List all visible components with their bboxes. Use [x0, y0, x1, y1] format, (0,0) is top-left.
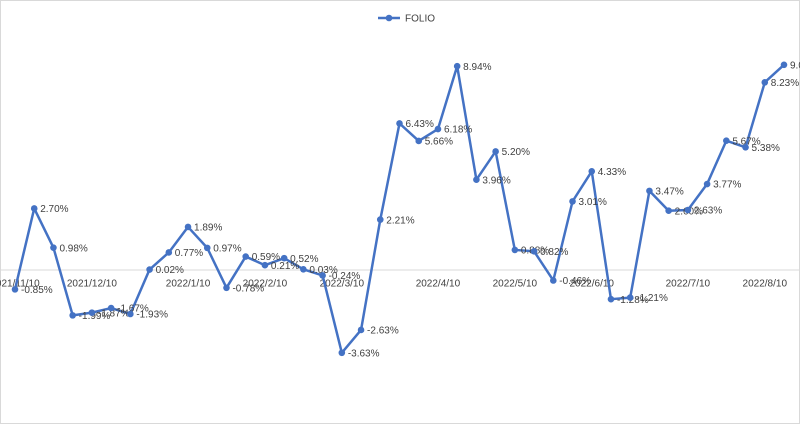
data-point: [11, 286, 19, 293]
data-label: 3.96%: [482, 175, 510, 186]
data-label: 0.97%: [213, 244, 241, 255]
data-point: [492, 148, 499, 155]
data-label: 2.21%: [386, 215, 414, 226]
data-point: [30, 205, 38, 212]
data-point: [511, 246, 519, 254]
x-tick-label: 2022/7/10: [666, 279, 711, 290]
data-label: 3.01%: [579, 197, 607, 208]
x-tick-label: 2021/11/10: [0, 279, 40, 290]
data-label: 0.03%: [309, 265, 337, 276]
data-point: [127, 310, 134, 318]
data-point: [473, 176, 480, 184]
data-label: 0.02%: [156, 265, 184, 276]
data-label: 0.77%: [175, 248, 203, 259]
data-label: -1.28%: [617, 295, 649, 306]
data-point: [376, 216, 384, 223]
data-point: [780, 61, 788, 69]
data-label: 5.67%: [732, 136, 760, 147]
x-tick-label: 2022/5/10: [493, 279, 538, 290]
data-label: 0.21%: [271, 261, 299, 272]
data-label: -1.93%: [136, 310, 168, 321]
data-label: 0.59%: [252, 252, 280, 263]
data-label: -0.46%: [559, 276, 591, 287]
data-label: 3.77%: [713, 180, 741, 191]
x-tick-label: 2021/12/10: [67, 279, 117, 290]
data-label: 2.70%: [40, 204, 68, 215]
data-point: [69, 312, 76, 319]
data-label: 8.94%: [463, 62, 491, 73]
data-point: [453, 62, 461, 70]
data-point: [300, 266, 307, 273]
data-point: [396, 120, 403, 127]
data-label: 4.33%: [598, 167, 626, 178]
data-label: -0.78%: [232, 283, 264, 294]
data-point: [107, 304, 115, 312]
data-point: [569, 198, 576, 205]
data-label: 5.66%: [425, 137, 453, 148]
data-point: [761, 79, 769, 86]
data-point: [434, 125, 442, 133]
data-label: -1.87%: [98, 308, 130, 319]
data-point: [646, 187, 653, 195]
data-point: [588, 167, 596, 175]
data-label: 0.98%: [59, 243, 87, 254]
data-label: -1.67%: [117, 304, 149, 315]
x-tick-label: 2022/3/10: [320, 279, 365, 290]
data-label: 5.38%: [752, 143, 780, 154]
data-point: [165, 249, 173, 256]
data-label: -1.21%: [636, 293, 668, 304]
x-tick-label: 2022/4/10: [416, 279, 461, 290]
legend-marker: [385, 14, 393, 22]
data-point: [338, 349, 346, 357]
data-point: [280, 254, 288, 262]
data-point: [742, 144, 749, 151]
x-tick-label: 2022/8/10: [743, 279, 788, 290]
data-label: 1.89%: [194, 223, 222, 234]
data-label: 6.43%: [406, 119, 434, 130]
data-label: 8.23%: [771, 78, 799, 89]
data-point: [88, 309, 96, 316]
data-point: [550, 277, 557, 284]
legend-label: FOLIO: [405, 14, 435, 25]
data-point: [684, 206, 692, 214]
data-point: [415, 137, 423, 145]
x-tick-label: 2022/2/10: [243, 279, 288, 290]
data-point: [357, 326, 365, 334]
data-point: [184, 223, 192, 231]
data-label: -1.99%: [79, 311, 111, 322]
data-point: [203, 244, 211, 252]
data-point: [242, 253, 249, 260]
data-label: -0.85%: [21, 285, 53, 296]
data-point: [626, 294, 634, 301]
x-tick-label: 2022/1/10: [166, 279, 211, 290]
data-point: [723, 137, 730, 145]
data-label: -3.63%: [348, 348, 380, 359]
data-label: -2.63%: [367, 326, 399, 337]
data-point: [146, 266, 153, 273]
data-point: [665, 207, 672, 215]
data-point: [607, 295, 615, 303]
data-point: [530, 248, 538, 255]
data-label: 2.63%: [694, 206, 722, 217]
data-label: 0.82%: [540, 247, 568, 258]
data-label: 9.00%: [790, 60, 800, 71]
data-label: -0.24%: [329, 271, 361, 282]
data-label: 0.52%: [290, 254, 318, 265]
data-point: [261, 261, 269, 269]
data-point: [223, 284, 230, 292]
x-tick-label: 2022/6/10: [570, 279, 615, 290]
data-label: 6.18%: [444, 125, 472, 136]
data-point: [703, 180, 711, 188]
data-point: [50, 244, 57, 251]
data-label: 5.20%: [502, 147, 530, 158]
data-label: 3.47%: [655, 187, 683, 198]
data-point: [319, 272, 326, 279]
